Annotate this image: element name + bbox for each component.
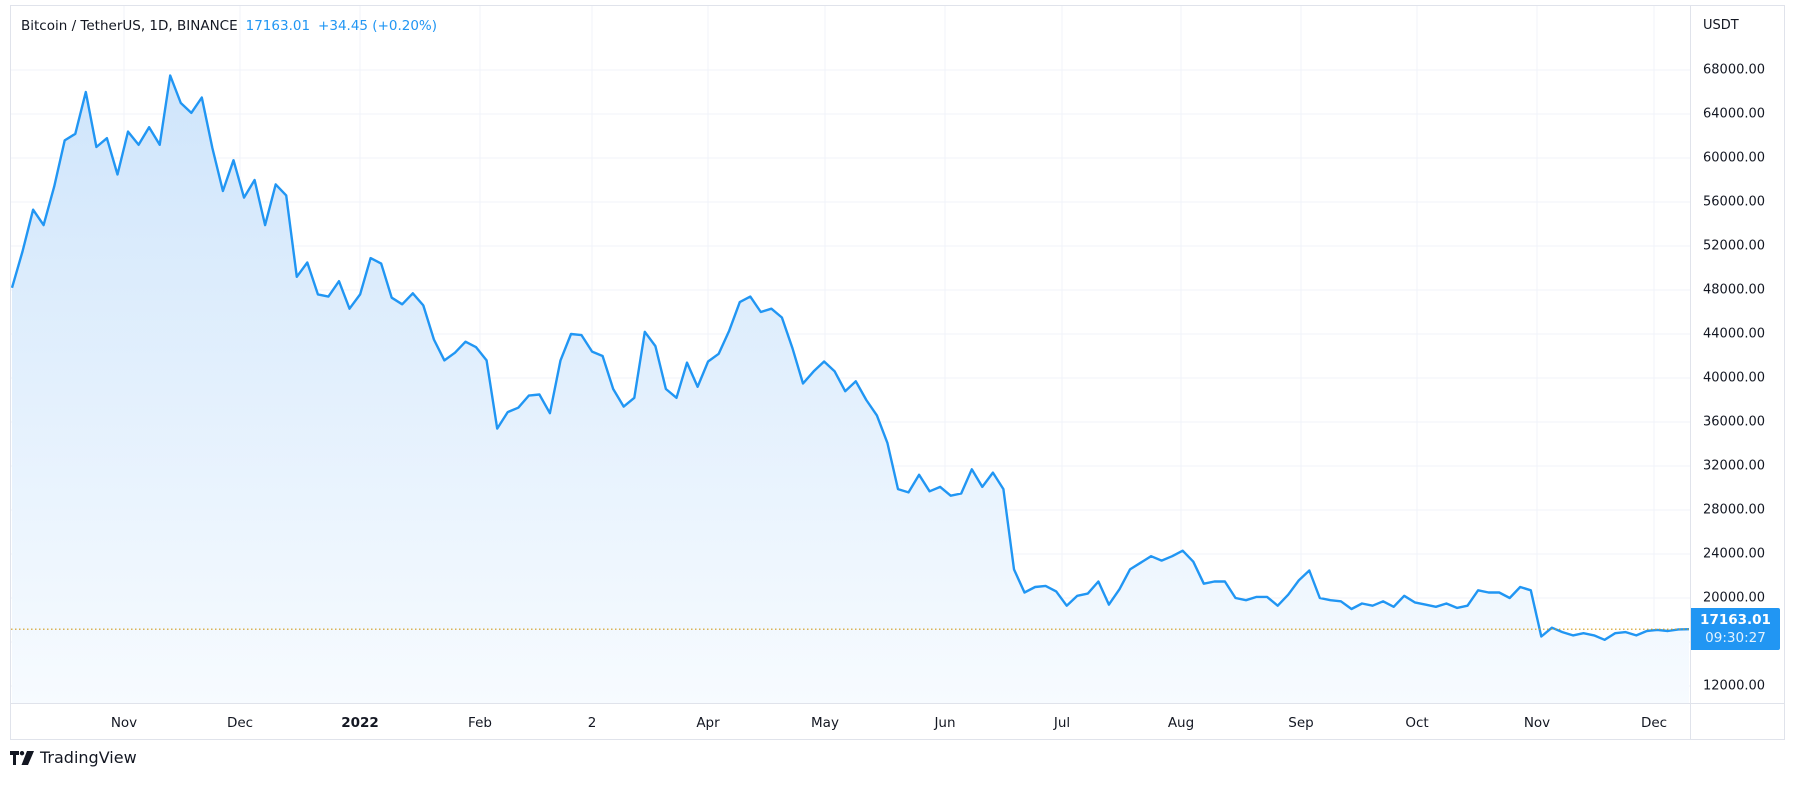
bar-countdown: 09:30:27: [1705, 630, 1766, 647]
last-price-label: 17163.01: [1700, 612, 1771, 629]
price-tick: 32000.00: [1703, 458, 1766, 474]
time-tick: May: [811, 715, 839, 731]
time-tick: Apr: [696, 715, 720, 731]
time-tick: 2: [587, 715, 597, 731]
price-tick: 20000.00: [1703, 590, 1766, 606]
tradingview-logo-icon: [10, 750, 34, 765]
time-tick: Sep: [1288, 715, 1314, 731]
price-area-chart: [11, 6, 1690, 703]
time-tick: Nov: [1523, 715, 1551, 731]
time-axis[interactable]: Nov Dec 2022 Feb 2 Apr May Jun Jul Aug Sep Oct Nov De…: [11, 703, 1690, 740]
tradingview-logo[interactable]: TradingView: [10, 748, 137, 767]
price-tick: 48000.00: [1703, 282, 1766, 298]
time-tick: Oct: [1405, 715, 1429, 731]
price-tick: 64000.00: [1703, 106, 1766, 122]
time-tick: Feb: [468, 715, 492, 731]
time-tick: Aug: [1167, 715, 1195, 731]
price-tick: 68000.00: [1703, 62, 1766, 78]
price-tick: 12000.00: [1703, 678, 1766, 694]
price-tick: 40000.00: [1703, 370, 1766, 386]
price-tick: 28000.00: [1703, 502, 1766, 518]
symbol-legend[interactable]: Bitcoin / TetherUS, 1D, BINANCE 17163.01 +…: [21, 18, 437, 34]
time-tick: Jul: [1053, 715, 1071, 731]
last-price-value: 17163.01: [245, 18, 311, 34]
price-axis[interactable]: USDT 68000.00 64000.00 60000.00 56000.00 520…: [1690, 6, 1785, 703]
chart-frame: Bitcoin / TetherUS, 1D, BINANCE 17163.01 +…: [10, 5, 1785, 740]
time-tick: Nov: [110, 715, 138, 731]
price-change: +34.45 (+0.20%): [318, 18, 438, 34]
symbol-title: Bitcoin / TetherUS, 1D, BINANCE: [21, 18, 238, 34]
price-tick: 36000.00: [1703, 414, 1766, 430]
area-fill: [12, 75, 1689, 703]
price-line: [11, 74, 1690, 641]
price-tick: 24000.00: [1703, 546, 1766, 562]
time-tick: Dec: [1640, 715, 1668, 731]
price-tick: 60000.00: [1703, 150, 1766, 166]
price-tick: 44000.00: [1703, 326, 1766, 342]
chart-plot-area[interactable]: Bitcoin / TetherUS, 1D, BINANCE 17163.01 +…: [11, 6, 1690, 703]
axis-corner: [1690, 703, 1785, 740]
last-price-badge: 17163.01 09:30:27: [1691, 608, 1780, 651]
price-tick: 56000.00: [1703, 194, 1766, 210]
currency-unit: USDT: [1703, 18, 1739, 33]
time-tick: 2022: [341, 715, 379, 731]
brand-name: TradingView: [40, 748, 137, 767]
time-tick: Dec: [226, 715, 254, 731]
price-tick: 52000.00: [1703, 238, 1766, 254]
time-tick: Jun: [934, 715, 956, 731]
